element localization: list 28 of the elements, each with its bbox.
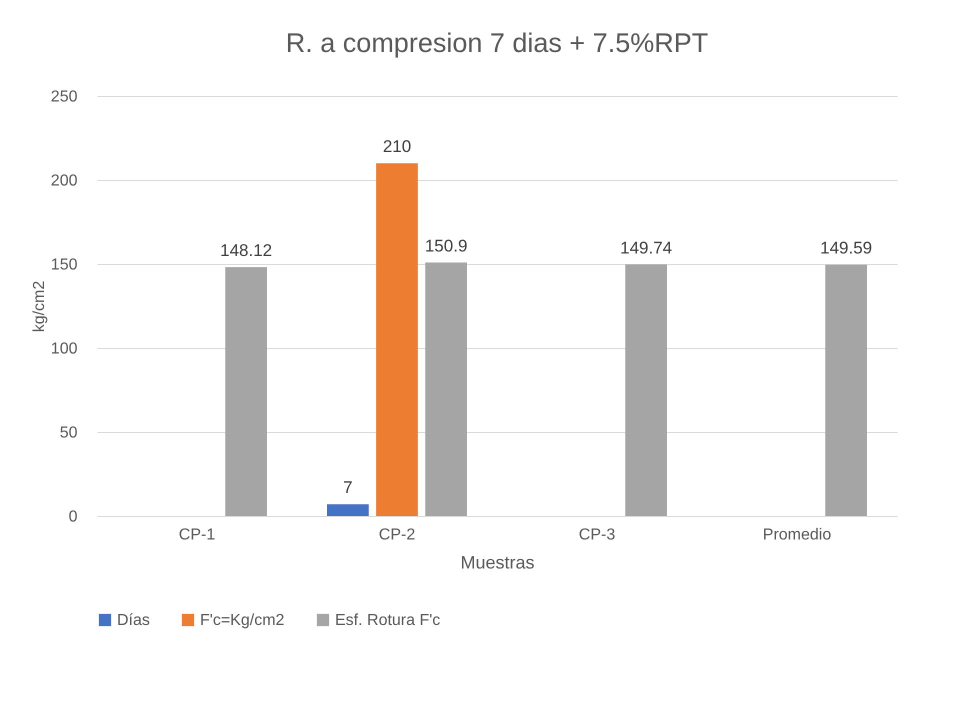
y-tick-label: 200 <box>50 172 78 190</box>
y-axis-title: kg/cm2 <box>30 280 48 332</box>
bar <box>425 262 467 516</box>
data-label: 7 <box>343 478 353 498</box>
legend-label: F'c=Kg/cm2 <box>200 612 285 629</box>
bar <box>376 163 418 516</box>
bar <box>225 267 267 516</box>
y-tick-label: 0 <box>68 508 78 526</box>
data-label: 148.12 <box>220 241 272 260</box>
y-tick-label: 100 <box>50 340 78 358</box>
legend-label: Esf. Rotura F'c <box>335 612 440 629</box>
bar <box>625 264 667 516</box>
data-label: 149.59 <box>820 238 872 258</box>
data-label: 149.74 <box>620 238 672 258</box>
y-tick-label: 150 <box>50 256 78 274</box>
x-axis-title: Muestras <box>460 552 535 572</box>
legend-label: Días <box>117 612 150 629</box>
y-tick-label: 50 <box>60 424 78 442</box>
data-label: 150.9 <box>424 236 468 256</box>
x-tick-label: CP-3 <box>578 526 616 544</box>
x-tick-label: Promedio <box>762 526 832 544</box>
x-tick-label: CP-1 <box>178 526 216 544</box>
bar <box>327 504 369 516</box>
x-tick-label: CP-2 <box>378 526 416 544</box>
chart-title: R. a compresion 7 dias + 7.5%RPT <box>286 28 708 58</box>
y-tick-label: 250 <box>50 88 78 106</box>
bar <box>825 264 867 516</box>
data-label: 210 <box>382 137 412 156</box>
